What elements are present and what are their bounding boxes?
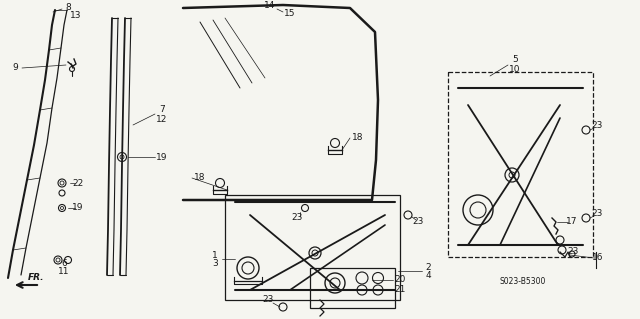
Text: 6: 6 (61, 258, 67, 268)
Text: 23: 23 (291, 213, 303, 222)
Text: 5: 5 (512, 56, 518, 64)
Text: 17: 17 (566, 218, 578, 226)
Text: 16: 16 (592, 254, 604, 263)
Text: 13: 13 (70, 11, 82, 19)
Text: 23: 23 (591, 210, 603, 219)
Text: 23: 23 (262, 295, 274, 305)
Text: 23: 23 (591, 122, 603, 130)
Text: 11: 11 (58, 268, 70, 277)
Text: 21: 21 (394, 285, 406, 293)
Text: S023-B5300: S023-B5300 (500, 278, 547, 286)
Text: 9: 9 (12, 63, 18, 72)
Text: 18: 18 (352, 133, 364, 143)
Text: 22: 22 (72, 179, 84, 188)
Text: 23: 23 (412, 218, 424, 226)
Text: 20: 20 (394, 276, 406, 285)
Bar (448, 72, 593, 257)
Bar (310, 268, 395, 308)
Text: 2: 2 (425, 263, 431, 272)
Text: 1: 1 (212, 250, 218, 259)
Text: 15: 15 (284, 9, 296, 18)
Text: 19: 19 (72, 204, 84, 212)
Text: 3: 3 (212, 258, 218, 268)
Text: FR.: FR. (28, 273, 44, 283)
Text: 19: 19 (156, 152, 168, 161)
Text: 12: 12 (156, 115, 168, 123)
Text: 4: 4 (425, 271, 431, 280)
Bar (225, 195, 400, 300)
Text: 14: 14 (264, 2, 276, 11)
Text: 10: 10 (509, 65, 521, 75)
Text: 23: 23 (567, 248, 579, 256)
Text: 7: 7 (159, 106, 165, 115)
Text: 8: 8 (65, 4, 71, 12)
Text: 18: 18 (195, 174, 205, 182)
